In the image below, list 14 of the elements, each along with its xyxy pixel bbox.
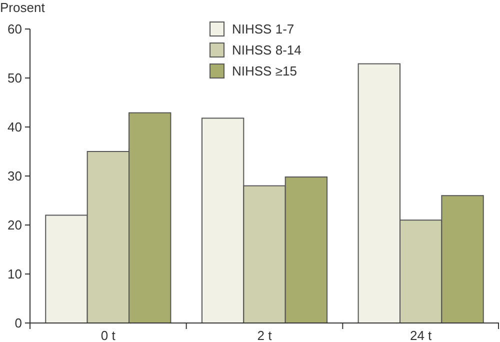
x-tick-label: 24 t — [410, 328, 432, 342]
y-tick-label: 40 — [8, 120, 22, 135]
legend-label: NIHSS 1-7 — [232, 22, 294, 37]
x-tick-label: 2 t — [257, 328, 272, 342]
y-tick-label: 60 — [8, 22, 22, 37]
y-tick-label: 30 — [8, 168, 22, 184]
y-tick-label: 0 — [14, 316, 22, 331]
y-axis-title: Prosent — [0, 0, 46, 15]
y-tick-label: 10 — [8, 266, 22, 282]
y-tick-label: 20 — [8, 218, 22, 233]
x-tick-label: 0 t — [100, 328, 116, 342]
legend-label: NIHSS 8-14 — [232, 42, 302, 58]
y-tick-label: 50 — [8, 70, 22, 86]
legend-label: NIHSS ≥15 — [232, 64, 297, 79]
